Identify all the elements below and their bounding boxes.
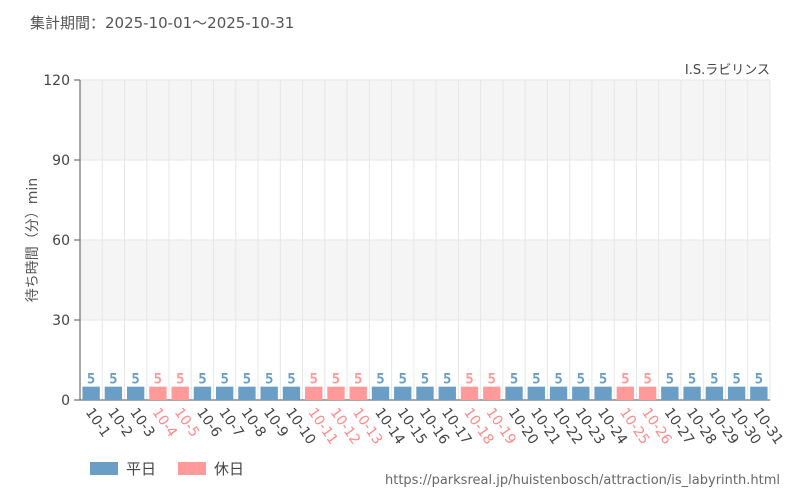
data-label: 5 bbox=[554, 372, 562, 388]
bar bbox=[327, 386, 345, 400]
data-label: 5 bbox=[732, 372, 740, 388]
data-label: 5 bbox=[265, 372, 273, 388]
data-label: 5 bbox=[154, 372, 162, 388]
data-label: 5 bbox=[688, 372, 696, 388]
data-label: 5 bbox=[131, 372, 139, 388]
data-label: 5 bbox=[287, 372, 295, 388]
bar bbox=[238, 386, 256, 400]
data-label: 5 bbox=[666, 372, 674, 388]
data-label: 5 bbox=[577, 372, 585, 388]
bar bbox=[727, 386, 746, 400]
legend-swatch-holiday bbox=[178, 462, 207, 475]
data-label: 5 bbox=[488, 372, 496, 388]
bar bbox=[282, 386, 301, 400]
data-label: 5 bbox=[621, 372, 629, 388]
data-label: 5 bbox=[399, 372, 407, 388]
data-label: 5 bbox=[220, 372, 228, 388]
bar bbox=[104, 386, 123, 400]
bar bbox=[171, 386, 189, 400]
bar bbox=[416, 386, 434, 400]
plot-band bbox=[80, 80, 770, 160]
data-label: 5 bbox=[243, 372, 251, 388]
bar bbox=[82, 386, 100, 400]
bar bbox=[616, 386, 635, 400]
period-label: 集計期間：2025-10-01～2025-10-31 bbox=[30, 14, 295, 32]
source-url[interactable]: https://parksreal.jp/huistenbosch/attrac… bbox=[384, 473, 780, 488]
bar bbox=[572, 386, 590, 400]
bar bbox=[549, 386, 568, 400]
bar bbox=[638, 386, 657, 400]
bar bbox=[149, 386, 167, 400]
data-label: 5 bbox=[332, 372, 340, 388]
legend-label-holiday: 休日 bbox=[214, 460, 245, 478]
legend: 平日 休日 bbox=[90, 458, 244, 479]
bar bbox=[594, 386, 612, 400]
y-tick-label: 90 bbox=[52, 153, 70, 169]
bar bbox=[193, 386, 212, 400]
data-label: 5 bbox=[755, 372, 763, 388]
data-label: 5 bbox=[599, 372, 607, 388]
bar bbox=[505, 386, 523, 400]
y-axis-label: 待ち時間（分）min bbox=[25, 178, 41, 302]
y-tick-label: 60 bbox=[52, 233, 70, 249]
data-label: 5 bbox=[465, 372, 473, 388]
bar bbox=[527, 386, 545, 400]
legend-label-weekday: 平日 bbox=[126, 460, 157, 478]
bar bbox=[394, 386, 412, 400]
data-label: 5 bbox=[354, 372, 362, 388]
bar bbox=[126, 386, 145, 400]
data-label: 5 bbox=[532, 372, 540, 388]
bar bbox=[460, 386, 479, 400]
data-label: 5 bbox=[109, 372, 117, 388]
wait-time-bar-chart: 0306090120I.S.ラビリンス待ち時間（分）min510-1510-25… bbox=[25, 63, 786, 448]
legend-item-holiday[interactable]: 休日 bbox=[178, 458, 244, 479]
bar bbox=[305, 386, 323, 400]
data-label: 5 bbox=[421, 372, 429, 388]
data-label: 5 bbox=[309, 372, 317, 388]
bar bbox=[260, 386, 278, 400]
y-tick-label: 0 bbox=[61, 393, 70, 409]
bar bbox=[438, 386, 456, 400]
bar bbox=[483, 386, 501, 400]
data-label: 5 bbox=[643, 372, 651, 388]
data-label: 5 bbox=[198, 372, 206, 388]
bar bbox=[683, 386, 701, 400]
chart-title: I.S.ラビリンス bbox=[685, 63, 770, 78]
bar bbox=[661, 386, 679, 400]
bar bbox=[349, 386, 367, 400]
legend-item-weekday[interactable]: 平日 bbox=[90, 458, 156, 479]
data-label: 5 bbox=[376, 372, 384, 388]
legend-swatch-weekday bbox=[90, 462, 118, 475]
data-label: 5 bbox=[87, 372, 95, 388]
data-label: 5 bbox=[176, 372, 184, 388]
y-tick-label: 120 bbox=[43, 73, 70, 89]
y-tick-label: 30 bbox=[52, 313, 70, 329]
bar bbox=[215, 386, 234, 400]
data-label: 5 bbox=[443, 372, 451, 388]
plot-band bbox=[80, 240, 770, 320]
bar bbox=[705, 386, 724, 400]
data-label: 5 bbox=[510, 372, 518, 388]
data-label: 5 bbox=[710, 372, 718, 388]
bar bbox=[750, 386, 768, 400]
bar bbox=[371, 386, 390, 400]
